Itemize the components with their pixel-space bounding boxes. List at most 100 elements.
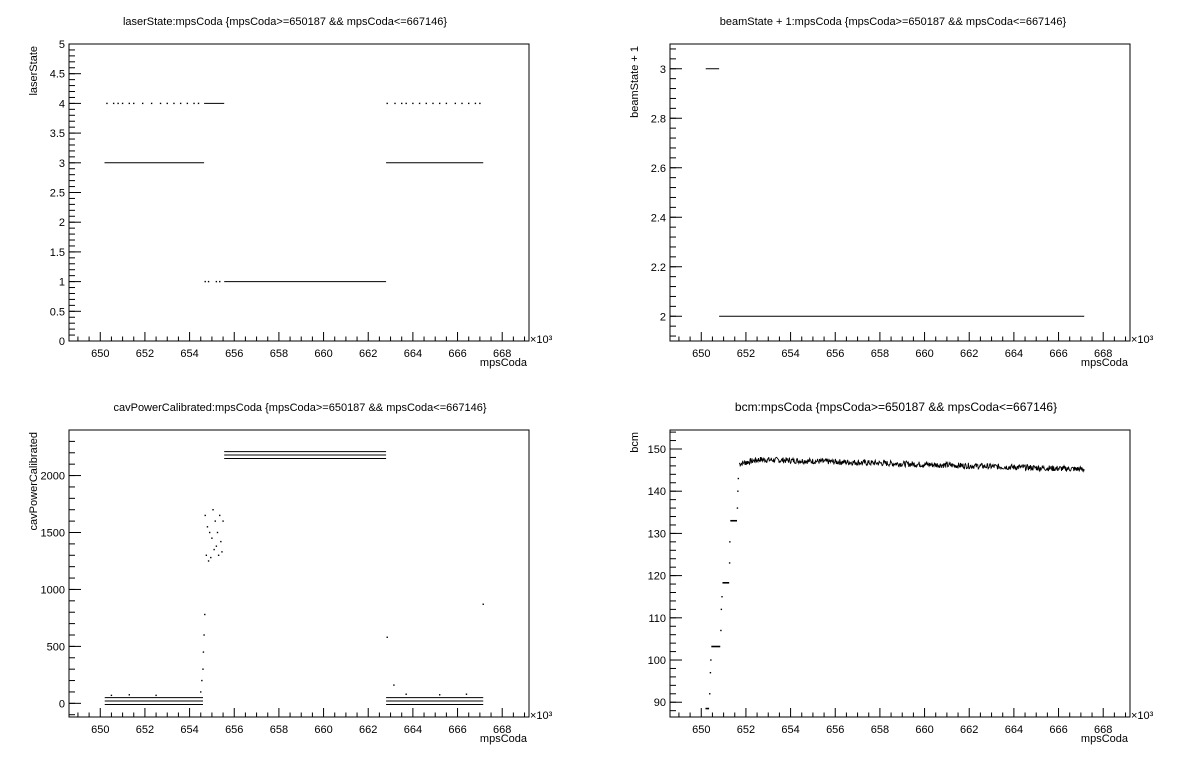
chart-title: beamState + 1:mpsCoda {mpsCoda>=650187 &… [720, 16, 1067, 28]
x-tick-label: 658 [871, 348, 889, 360]
data-series-line [738, 456, 1085, 473]
x-tick-label: 666 [1049, 724, 1067, 736]
x-tick-label: 660 [314, 348, 332, 360]
y-tick-label: 4.5 [50, 69, 65, 81]
data-point [729, 541, 731, 543]
x-tick-label: 666 [448, 724, 466, 736]
y-axis-label: laserState [28, 46, 40, 96]
data-point [219, 280, 221, 283]
x-tick-label: 660 [915, 348, 933, 360]
data-point [207, 280, 210, 283]
data-point [405, 102, 407, 105]
data-point [210, 556, 212, 559]
data-point [709, 693, 711, 695]
data-point [217, 554, 220, 556]
data-point [212, 509, 214, 511]
data-point [432, 102, 434, 105]
y-axis-label: beamState + 1 [629, 46, 641, 118]
data-point [173, 102, 175, 105]
x-tick-label: 658 [270, 724, 288, 736]
data-point [208, 531, 211, 534]
y-tick-label: 4 [59, 98, 65, 110]
x-axis-multiplier: ×10³ [530, 334, 553, 346]
data-point [737, 490, 739, 492]
x-tick-label: 656 [225, 724, 243, 736]
x-tick-label: 656 [826, 724, 844, 736]
x-tick-label: 668 [1094, 348, 1112, 360]
data-point [155, 694, 157, 697]
chart-panel-1: laserState:mpsCoda {mpsCoda>=650187 && m… [28, 16, 553, 369]
data-point [222, 520, 224, 522]
data-point [201, 679, 203, 682]
x-tick-label: 650 [91, 348, 109, 360]
data-point [412, 102, 414, 105]
data-point [110, 694, 113, 697]
x-tick-label: 652 [136, 348, 154, 360]
x-tick-label: 654 [781, 724, 799, 736]
data-point [193, 102, 195, 105]
data-point [220, 540, 222, 543]
x-tick-label: 666 [448, 348, 466, 360]
data-point [202, 668, 204, 670]
x-tick-label: 664 [404, 348, 422, 360]
data-point [405, 693, 407, 695]
x-tick-label: 654 [180, 348, 198, 360]
x-tick-label: 650 [91, 724, 109, 736]
x-tick-label: 654 [781, 348, 799, 360]
y-axis-label: cavPowerCalibrated [28, 432, 40, 530]
y-tick-label: 100 [648, 655, 666, 667]
x-tick-label: 660 [915, 724, 933, 736]
data-point [128, 102, 130, 105]
data-point [213, 548, 215, 551]
x-tick-label: 652 [737, 348, 755, 360]
data-point [214, 520, 216, 522]
chart-title: cavPowerCalibrated:mpsCoda {mpsCoda>=650… [113, 402, 486, 414]
data-point [482, 603, 484, 605]
data-point [454, 102, 457, 105]
data-point [710, 659, 712, 661]
data-point [728, 562, 731, 564]
chart-title: laserState:mpsCoda {mpsCoda>=650187 && m… [123, 16, 447, 28]
y-tick-label: 130 [648, 528, 666, 540]
x-tick-label: 652 [737, 724, 755, 736]
x-tick-label: 650 [692, 724, 710, 736]
y-tick-label: 2 [660, 311, 666, 323]
x-tick-label: 662 [960, 724, 978, 736]
data-point [461, 102, 463, 105]
data-point [215, 545, 218, 547]
x-tick-label: 666 [1049, 348, 1067, 360]
data-point [386, 636, 388, 638]
data-point [474, 102, 477, 105]
x-tick-label: 664 [404, 724, 422, 736]
data-point [166, 102, 168, 105]
y-tick-label: 120 [648, 571, 666, 583]
data-point [128, 694, 130, 696]
x-tick-label: 668 [493, 348, 511, 360]
data-point [736, 507, 739, 509]
y-tick-label: 1.5 [50, 247, 65, 259]
x-tick-label: 656 [826, 348, 844, 360]
data-point [215, 280, 218, 283]
y-tick-label: 5 [59, 39, 65, 51]
y-tick-label: 3 [660, 64, 666, 76]
y-tick-label: 2.6 [651, 163, 666, 175]
data-point [121, 102, 124, 105]
x-axis-multiplier: ×10³ [1131, 710, 1154, 722]
data-point [221, 551, 223, 553]
y-tick-label: 1 [59, 277, 65, 289]
x-tick-label: 668 [493, 724, 511, 736]
data-point [445, 102, 448, 105]
plot-frame [669, 429, 1131, 718]
data-point [204, 280, 206, 283]
data-point [204, 514, 206, 517]
data-point [219, 514, 221, 517]
data-point [206, 526, 209, 528]
x-axis-multiplier: ×10³ [530, 710, 553, 722]
y-tick-label: 1000 [41, 584, 65, 596]
data-point [393, 684, 395, 686]
y-tick-label: 2.4 [651, 212, 666, 224]
y-tick-label: 3.5 [50, 128, 65, 140]
x-tick-label: 662 [359, 724, 377, 736]
data-point [179, 102, 182, 105]
y-tick-label: 0.5 [50, 306, 65, 318]
